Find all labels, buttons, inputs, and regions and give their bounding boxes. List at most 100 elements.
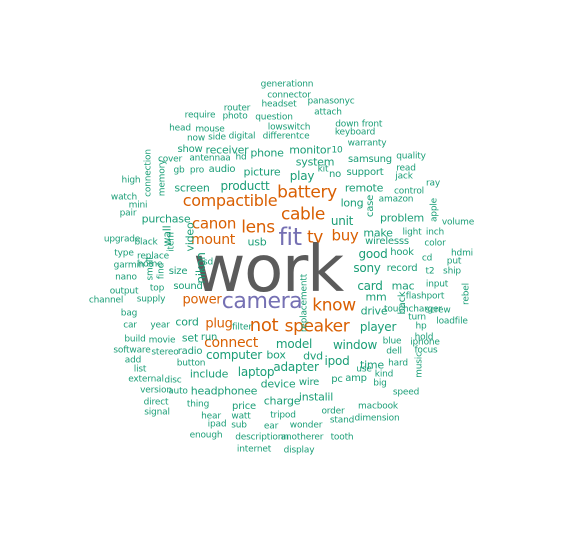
word-generationn: generationn — [260, 79, 314, 90]
word-replacementt: replacementt — [299, 273, 310, 333]
word-quality: quality — [396, 151, 426, 162]
word-ship: ship — [443, 266, 461, 277]
word-box: box — [266, 348, 286, 362]
word-disc: disc — [164, 375, 182, 386]
word-bag: bag — [120, 308, 138, 319]
word-fit: fit — [278, 223, 302, 251]
word-amazon: amazon — [378, 194, 414, 205]
word-samsung: samsung — [348, 154, 392, 165]
word-buy: buy — [331, 226, 359, 245]
word-find: find — [156, 262, 167, 280]
word-down: down — [335, 119, 359, 130]
word-digital: digital — [228, 131, 256, 142]
word-radio: radio — [177, 346, 203, 357]
word-blue: blue — [382, 336, 402, 347]
word-not: not — [249, 315, 279, 336]
word-volume: volume — [441, 217, 475, 228]
word-auto: auto — [168, 386, 188, 397]
word-speed: speed — [392, 387, 420, 398]
word-head: head — [169, 123, 191, 134]
word-long: long — [340, 196, 364, 210]
word-require: require — [184, 110, 216, 121]
word-headset: headset — [261, 99, 297, 110]
word-put: put — [446, 256, 462, 267]
word-camera: camera — [221, 289, 303, 314]
word-productt: productt — [220, 179, 270, 193]
word-instalil: instalil — [298, 390, 334, 404]
word-remote: remote — [344, 181, 384, 195]
word-headphonee: headphonee — [190, 384, 258, 398]
word-pc: pc — [331, 374, 343, 385]
word-system: system — [295, 155, 335, 169]
word-hdmi: hdmi — [451, 248, 473, 259]
word-10: 10 — [331, 145, 343, 156]
word-wirelesss: wirelesss — [365, 236, 409, 247]
word-pair: pair — [119, 208, 137, 219]
word-differentce: differentce — [262, 131, 310, 142]
word-watch: watch — [110, 192, 138, 203]
word-attach: attach — [314, 107, 342, 118]
word-show: show — [177, 144, 203, 155]
word-hook: hook — [390, 247, 414, 258]
word-pro: pro — [189, 165, 205, 176]
word-router: router — [223, 103, 251, 114]
word-internet: internet — [236, 444, 272, 455]
word-external: external — [128, 374, 164, 385]
word-apple: apple — [429, 197, 440, 223]
word-amp: amp — [345, 373, 367, 384]
word-unit: unit — [330, 214, 354, 228]
word-music: music — [414, 352, 425, 378]
word-ipad: ipad — [207, 419, 227, 430]
word-button: button — [176, 358, 206, 369]
word-model: model — [275, 337, 313, 351]
word-watt: watt — [231, 411, 251, 422]
word-lowswitch: lowswitch — [267, 122, 311, 133]
word-battery: battery — [277, 182, 337, 203]
word-hard: hard — [388, 358, 408, 369]
word-monitor: monitor — [289, 143, 331, 157]
word-filter: filter — [232, 322, 252, 333]
word-thing: thing — [186, 399, 210, 410]
word-mount: mount — [190, 232, 236, 248]
word-wonder: wonder — [289, 420, 323, 431]
word-sony: sony — [353, 261, 381, 275]
word-hp: hp — [415, 321, 427, 332]
word-compactible: compactible — [182, 191, 278, 210]
word-color: color — [424, 238, 446, 249]
word-power: power — [182, 292, 222, 308]
word-macbook: macbook — [358, 401, 398, 412]
word-replace: replace — [137, 251, 169, 262]
word-signal: signal — [144, 407, 170, 418]
word-ear: ear — [263, 421, 279, 432]
word-upgrade: upgrade — [103, 234, 141, 245]
word-big: big — [373, 378, 387, 389]
word-no: no — [328, 169, 342, 180]
word-picture: picture — [243, 165, 281, 179]
word-display: display — [283, 445, 315, 456]
word-dimension: dimension — [354, 413, 400, 424]
word-black: black — [134, 237, 158, 248]
word-loadfile: loadfile — [436, 316, 468, 327]
word-kit: kit — [317, 164, 329, 175]
word-add: add — [124, 355, 142, 366]
word-sd: sd — [202, 257, 214, 268]
word-light: light — [402, 227, 422, 238]
word-hold: hold — [414, 332, 434, 343]
word-include: include — [189, 367, 229, 381]
word-device: device — [260, 377, 296, 391]
word-rebel: rebel — [461, 283, 472, 305]
word-keyboard: keyboard — [334, 127, 376, 138]
word-connector: connector — [267, 90, 311, 101]
word-player: player — [359, 320, 397, 334]
word-movie: movie — [148, 335, 176, 346]
word-anotherer: anotherer — [280, 432, 324, 443]
word-antennaa: antennaa — [189, 153, 231, 164]
word-price: price — [232, 401, 256, 412]
word-time: time — [360, 358, 384, 372]
word-card: card — [357, 279, 383, 293]
word-item: item — [166, 232, 177, 252]
word-record: record — [386, 263, 418, 274]
word-inch: inch — [425, 227, 445, 238]
word-jack: jack — [395, 171, 413, 182]
